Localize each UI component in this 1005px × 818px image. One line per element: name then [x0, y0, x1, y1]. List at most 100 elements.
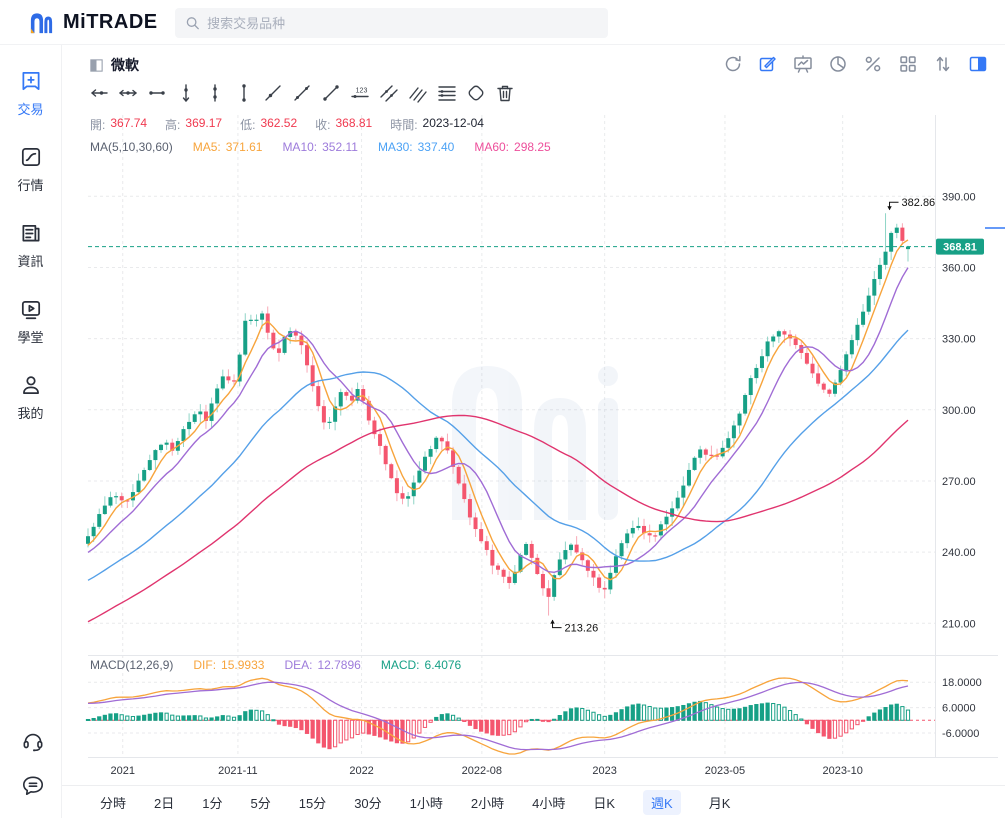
date-tick: 2023-10 — [822, 765, 862, 777]
chart-canvas[interactable]: 390.00 360.00 330.00 300.00 270.00 240.00 210.… — [62, 45, 1005, 818]
timeframe-2h[interactable]: 2小時 — [470, 795, 505, 811]
draw-tools-icon[interactable] — [757, 53, 779, 75]
macd-panel — [85, 677, 935, 755]
price-tick: 390.00 — [942, 191, 976, 203]
tool-horizontal-line[interactable] — [117, 82, 139, 104]
timeframe-4h[interactable]: 4小時 — [532, 795, 566, 811]
trade-icon — [21, 71, 40, 91]
tool-vertical-line[interactable] — [204, 82, 226, 104]
percent-icon[interactable] — [862, 53, 884, 75]
tool-price-label-line[interactable]: 123 — [349, 82, 371, 104]
macd-value-label: MACD: — [380, 658, 420, 672]
dea-value: 12.7896 — [317, 658, 361, 672]
current-price: 368.81 — [88, 238, 984, 255]
sidebar-item-markets[interactable]: 行情 — [0, 145, 61, 194]
low-value: 362.52 — [260, 116, 298, 130]
timeframe-1m[interactable]: 1分 — [202, 795, 223, 811]
price-tick: 360.00 — [942, 262, 976, 274]
close-label: 收: — [315, 118, 331, 132]
high-label: 高: — [165, 118, 181, 132]
timeframe-1h[interactable]: 1小時 — [409, 795, 443, 811]
refresh-icon[interactable] — [722, 53, 744, 75]
time-label: 時間: — [390, 118, 418, 132]
dif-label: DIF: — [193, 658, 217, 672]
ma-row: MA(5,10,30,60) MA5: 371.61 MA10: 352.11 MA… — [90, 140, 551, 154]
tool-fibonacci-retracement[interactable] — [436, 82, 458, 104]
sort-updown-icon[interactable] — [932, 53, 954, 75]
timeframe-fenshi[interactable]: 分時 — [100, 795, 127, 811]
timeframe-1w[interactable]: 週K — [643, 789, 681, 815]
open-label: 開: — [90, 118, 106, 132]
price-tick: 300.00 — [942, 405, 976, 417]
dif-value: 15.9933 — [221, 658, 265, 672]
annotations: 382.86 213.26 — [550, 197, 935, 635]
ma5-label: MA5: — [192, 140, 221, 154]
high-value: 369.17 — [185, 116, 223, 130]
timeframe-1mo[interactable]: 月K — [708, 795, 731, 811]
search-bar[interactable] — [175, 8, 608, 38]
customer-service-button[interactable] — [20, 728, 46, 754]
tool-parallel-channel[interactable] — [378, 82, 400, 104]
date-tick: 2022 — [349, 765, 373, 777]
topbar: MiTRADE — [0, 0, 1005, 45]
timeframe-30m[interactable]: 30分 — [354, 795, 382, 811]
sidebar-item-label: 我的 — [17, 406, 44, 421]
svg-text:123: 123 — [356, 88, 368, 95]
tool-delete-all[interactable] — [494, 82, 516, 104]
tool-horizontal-ray[interactable] — [88, 82, 110, 104]
search-input[interactable] — [207, 15, 598, 31]
separators — [88, 115, 1005, 758]
timeframe-1d[interactable]: 日K — [593, 795, 616, 811]
chart-title: 微軟 — [90, 55, 139, 75]
sidebar-item-label: 行情 — [17, 178, 44, 193]
sidebar-item-news[interactable]: 資訊 — [0, 221, 61, 270]
date-tick: 2021 — [110, 765, 134, 777]
pie-chart-icon[interactable] — [827, 53, 849, 75]
tool-horizontal-segment[interactable] — [146, 82, 168, 104]
macd-group-label: MACD(12,26,9) — [90, 658, 174, 672]
date-tick: 2022-08 — [462, 765, 502, 777]
sidebar-item-academy[interactable]: 學堂 — [0, 297, 61, 346]
tool-trend-ray[interactable] — [262, 82, 284, 104]
time-value: 2023-12-04 — [422, 116, 484, 130]
chat-bubble-icon — [22, 776, 44, 796]
tool-speed-lines[interactable] — [407, 82, 429, 104]
chart-board-icon[interactable] — [792, 53, 814, 75]
search-icon — [186, 17, 199, 30]
dea-label: DEA: — [284, 658, 313, 672]
macd-row: MACD(12,26,9) DIF: 15.9933 DEA: 12.7896 MA… — [90, 658, 461, 672]
ohlc-row: 開: 367.74 高: 369.17 低: 362.52 收: 368.81 時間: 2… — [90, 116, 484, 133]
grid-layout-icon[interactable] — [897, 53, 919, 75]
panel-toggle-icon[interactable] — [967, 53, 989, 75]
tool-vertical-ray[interactable] — [175, 82, 197, 104]
timeframe-5m[interactable]: 5分 — [250, 795, 271, 811]
sidebar: 交易 行情 資訊 學堂 — [0, 45, 62, 818]
tool-vertical-segment[interactable] — [233, 82, 255, 104]
mitrade-logo: MiTRADE — [28, 9, 158, 36]
date-tick: 2023-05 — [705, 765, 745, 777]
academy-icon — [21, 301, 40, 320]
candle-style-icon — [90, 58, 103, 72]
sidebar-item-label: 交易 — [17, 102, 44, 117]
price-tick: 270.00 — [942, 476, 976, 488]
sidebar-item-trade[interactable]: 交易 — [0, 69, 61, 118]
tool-eraser[interactable] — [465, 82, 487, 104]
ma-lines — [87, 239, 909, 623]
sidebar-item-label: 學堂 — [17, 330, 44, 345]
current-price-tag — [936, 238, 984, 255]
ma5-value: 371.61 — [225, 140, 263, 154]
brand-text: MiTRADE — [63, 11, 158, 33]
axis-labels: 390.00 360.00 330.00 300.00 270.00 240.00 210.… — [110, 191, 981, 777]
sidebar-item-profile[interactable]: 我的 — [0, 373, 61, 422]
feedback-chat-button[interactable] — [20, 773, 46, 799]
price-tick: 210.00 — [942, 618, 976, 630]
tool-trend-segment[interactable] — [320, 82, 342, 104]
headset-icon — [23, 733, 43, 752]
draw-toolbar: 123 — [88, 82, 516, 104]
tool-trend-line[interactable] — [291, 82, 313, 104]
macd-tick: -6.0000 — [942, 728, 979, 740]
timeframe-2d[interactable]: 2日 — [154, 795, 175, 811]
timeframe-15m[interactable]: 15分 — [298, 795, 327, 811]
symbol-name: 微軟 — [111, 57, 139, 73]
ma60-label: MA60: — [474, 140, 510, 154]
